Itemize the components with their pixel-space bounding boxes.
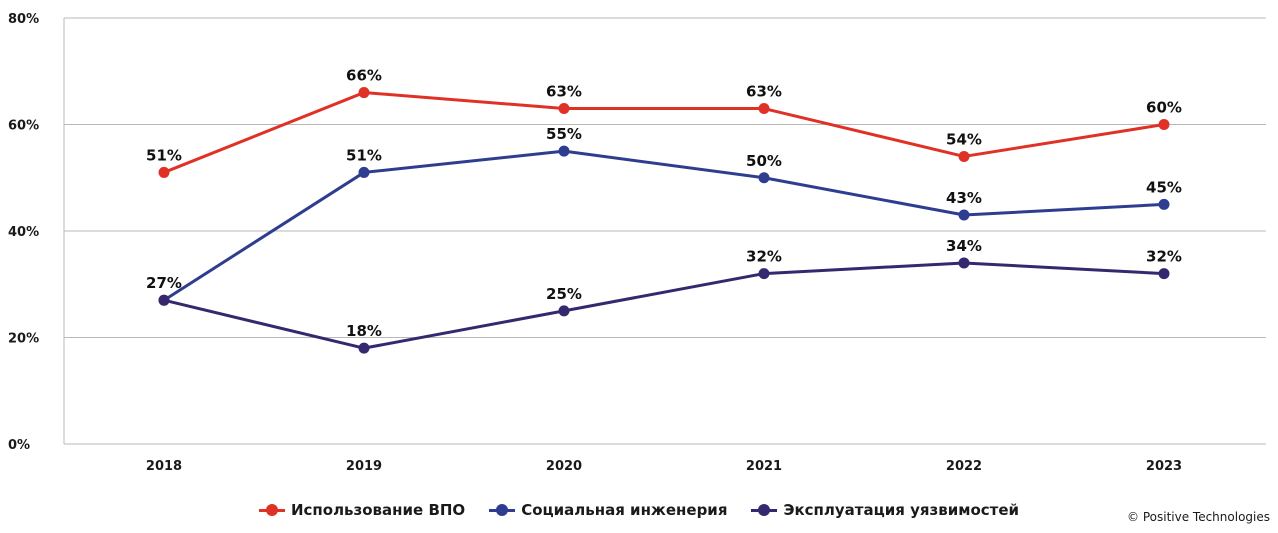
data-label: 51% [346,146,382,164]
data-label: 27% [146,274,182,292]
data-label: 66% [346,67,382,85]
legend-marker-icon [751,504,778,516]
legend-label: Эксплуатация уязвимостей [783,501,1020,519]
data-label: 55% [546,125,582,143]
data-point [1158,119,1170,130]
y-tick-label: 60% [8,119,39,134]
y-axis-tick-labels: 0% 20% 40% 60% 80% [8,12,39,453]
data-label: 32% [1146,248,1182,266]
grid-lines [63,17,1266,445]
legend-item-vulnerability-exploitation: Эксплуатация уязвимостей [751,501,1019,519]
data-point [358,166,370,178]
copyright-text: © Positive Technologies [1127,510,1270,524]
legend: Использование ВПО Социальная инженерия Э… [0,497,1278,523]
data-label: 51% [146,146,182,164]
y-tick-label: 20% [8,332,39,347]
data-label: 63% [746,83,782,101]
data-point [758,103,770,115]
data-label: 63% [546,83,582,101]
y-tick-label: 80% [8,12,39,27]
data-point [958,257,970,269]
legend-item-social-engineering: Социальная инженерия [489,501,727,519]
series-line [163,149,1165,302]
series-line [163,261,1165,350]
data-point [158,294,170,306]
data-label: 18% [346,322,382,340]
legend-dot [758,504,771,516]
data-point [158,166,170,178]
data-label: 45% [1146,178,1182,196]
data-point [958,209,970,221]
data-label: 50% [746,152,782,170]
data-point [1158,268,1170,280]
series-line [163,91,1165,174]
y-tick-label: 40% [8,225,39,240]
data-label: 25% [546,285,582,303]
data-labels: 51% 66% 63% 63% 54% 60% 27% 51% 55% 50% 43% 45% 18% 2… [146,67,1182,341]
legend-label: Использование ВПО [290,501,466,519]
data-label: 34% [946,237,982,255]
data-point [558,145,570,157]
data-point [558,305,570,317]
line-chart: 0%20%40%60%80% 2018 2019 2020 2021 2022 2023 … [8,12,1266,474]
x-tick-label: 2023 [1146,459,1182,474]
legend-dot [496,504,509,516]
data-point [958,150,970,162]
legend-marker-icon [489,504,516,516]
data-label: 32% [746,248,782,266]
legend-dot [265,504,278,516]
legend-label: Социальная инженерия [521,501,728,519]
data-point [758,172,770,184]
data-point [558,103,570,115]
legend-item-malware: Использование ВПО [258,501,466,519]
data-label: 54% [946,130,982,148]
x-axis-tick-labels: 2018 2019 2020 2021 2022 2023 [146,459,1182,474]
data-label: 60% [1146,99,1182,117]
x-tick-label: 2019 [346,459,382,474]
data-point [1158,198,1170,210]
data-point [358,342,370,354]
x-tick-label: 2018 [146,459,182,474]
series-lines [158,87,1170,354]
y-tick-label: 0% [8,438,30,453]
x-tick-label: 2022 [946,459,982,474]
x-tick-label: 2021 [746,459,782,474]
x-tick-label: 2020 [546,459,582,474]
data-point [758,268,770,280]
legend-marker-icon [258,504,285,516]
data-label: 43% [946,189,982,207]
data-point [358,87,370,99]
